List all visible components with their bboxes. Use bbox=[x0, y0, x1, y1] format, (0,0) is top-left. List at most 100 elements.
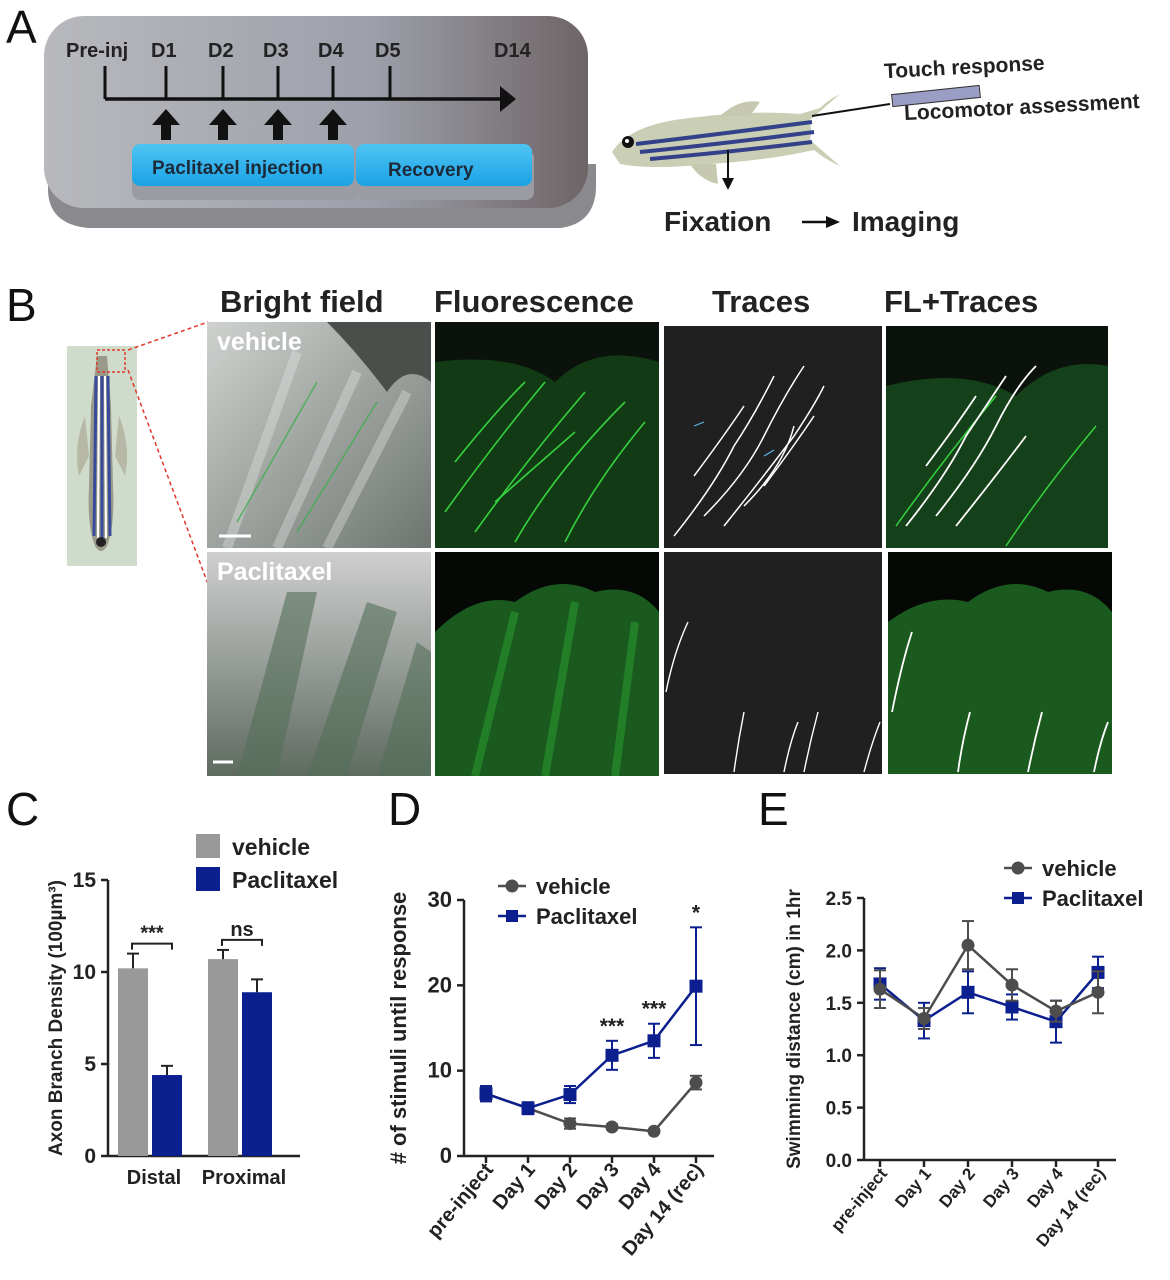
column-header-fl-traces: FL+Traces bbox=[884, 284, 1039, 319]
point-paclitaxel bbox=[605, 1048, 619, 1062]
touch-response-label: Touch response bbox=[883, 51, 1046, 84]
point-vehicle bbox=[647, 1124, 661, 1138]
x-tick-label: Day 2 bbox=[935, 1164, 979, 1211]
point-paclitaxel bbox=[647, 1034, 661, 1048]
timeline-label-d2: D2 bbox=[208, 40, 234, 62]
x-tick-label: Proximal bbox=[202, 1167, 286, 1189]
y-tick-label: 0.0 bbox=[826, 1151, 852, 1172]
injection-label: Paclitaxel injection bbox=[152, 158, 324, 179]
timeline-label-d1: D1 bbox=[151, 40, 177, 62]
bar-proximal-vehicle bbox=[208, 959, 238, 1156]
column-header-fluorescence: Fluorescence bbox=[434, 284, 634, 319]
zoom-indicator-lines bbox=[127, 321, 209, 585]
series-line-vehicle bbox=[485, 1081, 697, 1133]
legend-marker bbox=[1012, 892, 1024, 904]
legend-swatch bbox=[196, 867, 220, 891]
significance-bracket bbox=[131, 942, 173, 950]
y-tick-label: 2.5 bbox=[826, 889, 853, 910]
y-tick-label: 1.5 bbox=[826, 994, 853, 1015]
legend-marker bbox=[505, 879, 519, 893]
vehicle-fluorescence-image bbox=[435, 322, 659, 548]
point-vehicle bbox=[961, 938, 975, 952]
point-vehicle bbox=[1005, 978, 1019, 992]
point-paclitaxel bbox=[961, 985, 975, 999]
panel-letter-c: C bbox=[6, 783, 40, 835]
timeline-label-d5: D5 bbox=[375, 40, 401, 62]
point-paclitaxel bbox=[563, 1088, 577, 1102]
x-tick-label: Day 3 bbox=[573, 1159, 624, 1214]
paclitaxel-fl-traces-image bbox=[888, 552, 1112, 774]
point-paclitaxel bbox=[1005, 1000, 1019, 1014]
point-paclitaxel bbox=[689, 979, 703, 993]
point-vehicle bbox=[563, 1117, 577, 1131]
timeline-label-d3: D3 bbox=[263, 40, 289, 62]
panel-letter-e: E bbox=[758, 783, 789, 835]
x-tick-label: Distal bbox=[127, 1167, 181, 1189]
row-label-vehicle: vehicle bbox=[217, 328, 302, 356]
legend-marker bbox=[1011, 861, 1025, 875]
timeline-label-preinj: Pre-inj bbox=[66, 40, 129, 62]
legend-label-vehicle: vehicle bbox=[1042, 856, 1117, 881]
paclitaxel-traces-image bbox=[664, 552, 882, 774]
y-tick-label: 2.0 bbox=[826, 941, 852, 962]
point-vehicle bbox=[689, 1076, 703, 1090]
significance-label: ns bbox=[230, 919, 253, 941]
whole-fish-image bbox=[67, 346, 137, 566]
legend-label-vehicle: vehicle bbox=[232, 834, 310, 860]
y-tick-label: 0 bbox=[440, 1143, 452, 1168]
bar-distal-paclitaxel bbox=[152, 1075, 182, 1156]
paclitaxel-fluorescence-image bbox=[435, 552, 659, 776]
panel-letter-d: D bbox=[388, 783, 422, 835]
vehicle-bright-field-image: vehicle bbox=[207, 322, 431, 548]
panel-letter-a: A bbox=[6, 1, 37, 53]
y-axis-label: Axon Branch Density (100µm³) bbox=[46, 880, 67, 1156]
column-header-bright-field: Bright field bbox=[220, 284, 384, 319]
vehicle-traces-image bbox=[664, 326, 882, 548]
fixation-label: Fixation bbox=[664, 206, 772, 237]
timeline-label-d14: D14 bbox=[494, 40, 531, 62]
y-axis-label: Swimming distance (cm) in 1hr bbox=[784, 889, 805, 1169]
chart-e: 0.0 0.5 1.0 1.5 2.0 2.5 Swimming distance (cm)… bbox=[784, 856, 1144, 1250]
bar-distal-vehicle bbox=[118, 968, 148, 1156]
zebrafish-illustration bbox=[612, 84, 981, 190]
imaging-label: Imaging bbox=[852, 206, 960, 237]
x-tick-label: pre-inject bbox=[423, 1159, 498, 1242]
point-paclitaxel bbox=[479, 1087, 493, 1101]
column-header-traces: Traces bbox=[712, 284, 811, 319]
significance-label: *** bbox=[600, 1015, 625, 1038]
x-tick-label: Day 1 bbox=[489, 1159, 540, 1214]
x-tick-label: pre-inject bbox=[827, 1164, 891, 1235]
x-tick-label: Day 3 bbox=[979, 1164, 1023, 1211]
recovery-label: Recovery bbox=[388, 160, 474, 181]
y-tick-label: 30 bbox=[428, 887, 452, 912]
significance-label: * bbox=[692, 901, 701, 924]
legend-swatch bbox=[196, 834, 220, 858]
legend-label-paclitaxel: Paclitaxel bbox=[536, 904, 638, 929]
arrow-right-icon bbox=[802, 216, 840, 228]
point-vehicle bbox=[1091, 985, 1105, 999]
series-line-paclitaxel bbox=[485, 985, 697, 1110]
row-label-paclitaxel: Paclitaxel bbox=[217, 558, 333, 586]
legend-marker bbox=[506, 910, 518, 922]
y-tick-label: 20 bbox=[428, 972, 452, 997]
x-tick-label: Day 2 bbox=[531, 1159, 582, 1214]
y-axis-label: # of stimuli until response bbox=[386, 892, 411, 1165]
series-line-vehicle bbox=[879, 943, 1099, 1021]
chart-d: 0 10 20 30 # of stimuli until response pre-in… bbox=[386, 874, 714, 1260]
significance-label: *** bbox=[642, 998, 667, 1021]
point-paclitaxel bbox=[521, 1101, 535, 1115]
y-tick-label: 15 bbox=[73, 869, 97, 892]
legend-label-paclitaxel: Paclitaxel bbox=[1042, 886, 1144, 911]
point-vehicle bbox=[917, 1012, 931, 1026]
significance-bracket bbox=[221, 938, 263, 946]
y-tick-label: 5 bbox=[84, 1053, 96, 1076]
vehicle-fl-traces-image bbox=[886, 326, 1108, 548]
y-tick-label: 0.5 bbox=[826, 1099, 853, 1120]
legend-label-vehicle: vehicle bbox=[536, 874, 611, 899]
series-line-paclitaxel bbox=[879, 971, 1099, 1024]
significance-label: *** bbox=[140, 923, 164, 945]
timeline-label-d4: D4 bbox=[318, 40, 344, 62]
y-tick-label: 0 bbox=[84, 1145, 96, 1168]
point-vehicle bbox=[873, 982, 887, 996]
y-tick-label: 1.0 bbox=[826, 1046, 852, 1067]
